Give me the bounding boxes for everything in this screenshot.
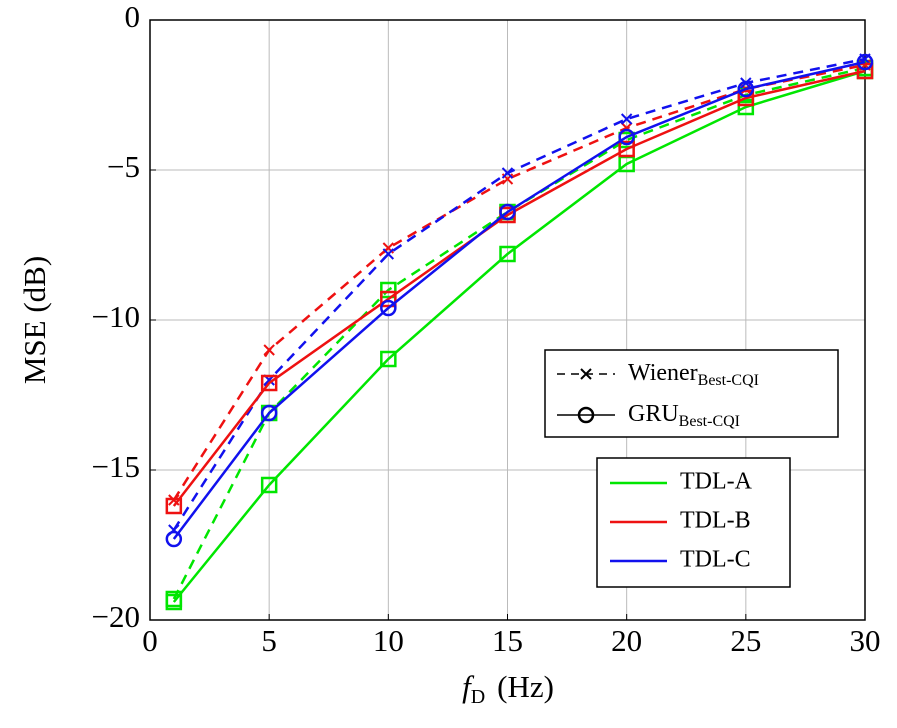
marker xyxy=(620,113,633,125)
marker xyxy=(165,593,183,611)
marker xyxy=(260,476,278,494)
y-tick-label: −20 xyxy=(92,599,140,634)
y-axis-label: MSE (dB) xyxy=(17,256,52,384)
series-line xyxy=(172,69,866,507)
x-tick-label: 25 xyxy=(730,623,761,658)
marker xyxy=(380,290,397,308)
x-tick-label: 10 xyxy=(373,623,404,658)
marker xyxy=(856,62,874,80)
marker xyxy=(499,245,516,263)
legend-label-sub: Best-CQI xyxy=(679,413,740,430)
y-tick-label: −15 xyxy=(92,449,140,484)
y-tick-label: −5 xyxy=(107,149,140,184)
x-tick-label: 20 xyxy=(611,623,642,658)
marker xyxy=(382,248,395,260)
legend-label: GRUBest-CQI xyxy=(628,401,740,430)
plot-frame xyxy=(149,19,866,621)
legend-label: TDL-A xyxy=(680,469,753,495)
marker xyxy=(380,281,397,299)
marker xyxy=(380,299,397,317)
legend-label: TDL-B xyxy=(680,508,751,534)
y-tick-label: 0 xyxy=(125,0,141,34)
marker xyxy=(260,374,278,392)
marker xyxy=(260,404,278,422)
legend-label-main: Wiener xyxy=(628,360,698,386)
legend-label-sub: Best-CQI xyxy=(698,372,759,389)
x-tick-label: 30 xyxy=(850,623,881,658)
marker xyxy=(501,167,514,179)
legend-label: WienerBest-CQI xyxy=(628,360,759,389)
marker xyxy=(618,140,635,158)
marker xyxy=(263,344,275,356)
marker xyxy=(856,53,874,71)
marker xyxy=(165,497,183,515)
marker xyxy=(380,350,397,368)
marker xyxy=(499,203,516,221)
x-tick-label: 5 xyxy=(261,623,277,658)
marker xyxy=(580,368,592,380)
y-tick-label: −10 xyxy=(92,299,140,334)
legend-box xyxy=(544,349,839,438)
x-tick-label: 0 xyxy=(142,623,158,658)
legend-label: TDL-C xyxy=(680,547,751,573)
marker xyxy=(577,406,595,424)
marker xyxy=(737,80,755,98)
marker xyxy=(737,89,755,107)
series-line xyxy=(172,60,866,540)
marker xyxy=(737,98,755,116)
legend-label-main: GRU xyxy=(628,401,679,427)
marker xyxy=(165,530,183,548)
x-axis-label: fD (Hz) xyxy=(462,669,554,707)
x-tick-label: 15 xyxy=(492,623,523,658)
marker xyxy=(618,128,635,146)
series-line xyxy=(172,69,866,603)
